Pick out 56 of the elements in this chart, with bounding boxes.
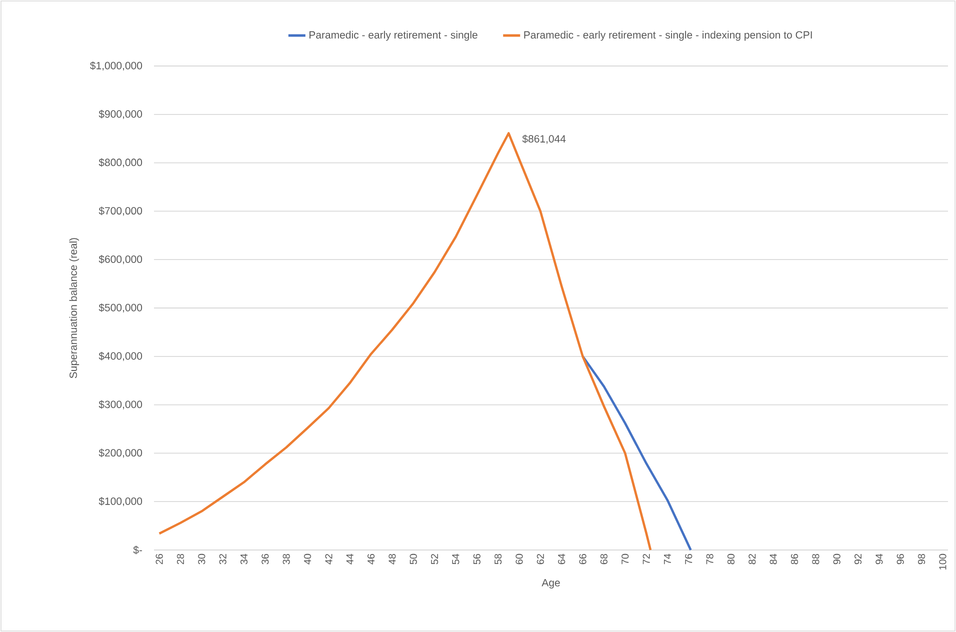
y-tick-label: $200,000 xyxy=(98,448,142,458)
x-tick-label: 60 xyxy=(516,554,523,564)
x-tick-label: 52 xyxy=(431,554,438,564)
x-tick-label: 84 xyxy=(770,554,777,564)
x-tick-label: 78 xyxy=(706,554,714,564)
x-tick-label: 32 xyxy=(219,554,226,564)
x-tick-label: 74 xyxy=(664,554,671,564)
x-tick-label: 26 xyxy=(156,554,163,564)
x-tick-label: 92 xyxy=(854,554,862,564)
x-tick-label: 94 xyxy=(876,554,883,564)
y-axis-title: Superannuation balance (real) xyxy=(69,238,80,378)
x-tick-label: 40 xyxy=(304,554,312,564)
x-tick-label: 38 xyxy=(282,554,290,564)
line-series xyxy=(158,132,652,552)
x-tick-label: 48 xyxy=(388,554,396,564)
x-axis-title: Age xyxy=(542,579,560,588)
x-tick-label: 70 xyxy=(622,554,629,564)
y-tick-label: $300,000 xyxy=(98,400,142,410)
x-tick-label: 76 xyxy=(685,554,692,564)
y-tick-label: $100,000 xyxy=(98,497,142,506)
x-tick-label: 36 xyxy=(262,554,269,564)
x-tick-label: 44 xyxy=(346,554,354,564)
y-tick-label: $800,000 xyxy=(98,158,142,168)
x-tick-label: 64 xyxy=(558,554,566,564)
x-tick-label: 82 xyxy=(748,554,756,564)
x-tick-label: 68 xyxy=(600,554,608,564)
legend-label: Paramedic - early retirement - single xyxy=(310,30,478,41)
y-tick-label: $500,000 xyxy=(98,303,142,313)
x-tick-label: 88 xyxy=(812,554,820,564)
x-tick-label: 100 xyxy=(939,554,946,570)
x-tick-label: 50 xyxy=(410,554,417,564)
y-tick-label: $600,000 xyxy=(98,255,142,264)
x-tick-label: 66 xyxy=(579,554,586,564)
x-tick-label: 30 xyxy=(198,554,206,564)
x-tick-label: 72 xyxy=(642,554,650,564)
x-tick-label: 42 xyxy=(325,554,332,564)
x-tick-label: 56 xyxy=(473,554,480,564)
x-tick-label: 58 xyxy=(494,554,502,564)
x-tick-label: 86 xyxy=(790,554,798,564)
annotation: $861,044 xyxy=(522,134,566,144)
x-tick-label: 34 xyxy=(240,554,248,564)
x-tick-label: 98 xyxy=(918,554,926,564)
y-tick-label: $700,000 xyxy=(98,206,142,216)
x-tick-label: 62 xyxy=(536,554,544,564)
x-tick-label: 28 xyxy=(176,554,184,564)
x-tick-label: 90 xyxy=(833,554,840,564)
y-tick-label: $400,000 xyxy=(98,352,142,361)
y-tick-label: $- xyxy=(133,546,142,554)
x-tick-label: 46 xyxy=(367,554,375,564)
x-tick-label: 96 xyxy=(896,554,904,564)
legend-label: Paramedic - early retirement - single - indexing pension to CPI xyxy=(524,30,812,41)
y-tick-label: $900,000 xyxy=(98,110,142,119)
x-tick-label: 80 xyxy=(727,554,735,564)
line-series xyxy=(582,355,692,552)
y-tick-label: $1,000,000 xyxy=(90,61,142,71)
x-tick-label: 54 xyxy=(452,554,460,564)
